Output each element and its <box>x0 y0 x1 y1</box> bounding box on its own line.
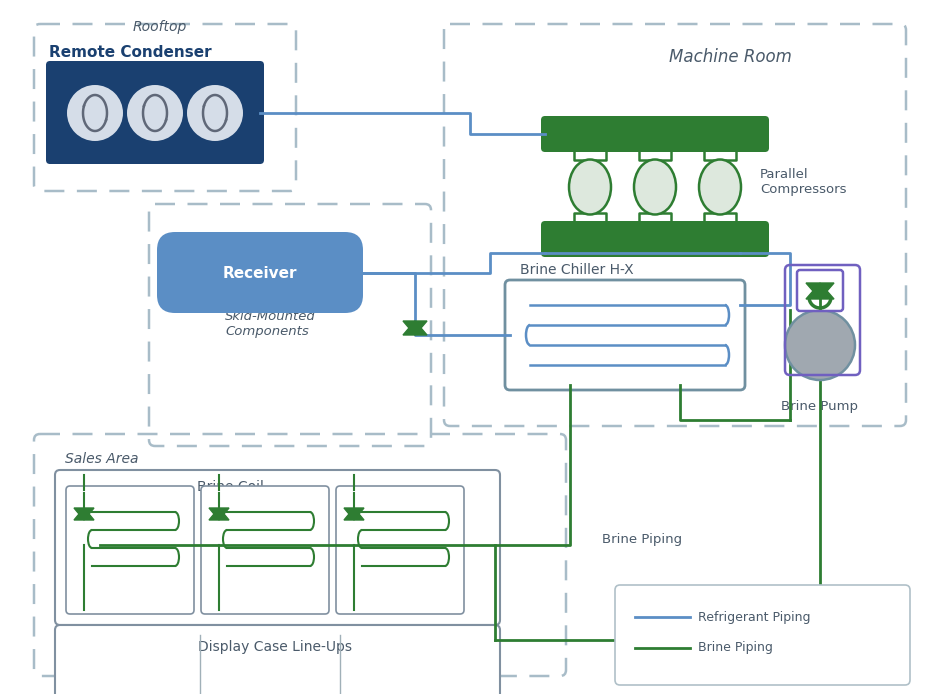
Text: Brine Pump: Brine Pump <box>781 400 858 413</box>
Polygon shape <box>344 508 364 520</box>
Polygon shape <box>209 508 229 520</box>
Circle shape <box>67 85 123 141</box>
FancyBboxPatch shape <box>336 486 464 614</box>
FancyBboxPatch shape <box>541 116 769 152</box>
FancyBboxPatch shape <box>541 221 769 257</box>
Text: Receiver: Receiver <box>222 266 298 281</box>
Text: Brine Chiller H-X: Brine Chiller H-X <box>520 263 634 277</box>
Ellipse shape <box>634 160 676 214</box>
FancyBboxPatch shape <box>505 280 745 390</box>
Circle shape <box>127 85 183 141</box>
Polygon shape <box>74 508 94 520</box>
Text: Sales Area: Sales Area <box>65 452 138 466</box>
Circle shape <box>187 85 243 141</box>
Text: Remote Condenser: Remote Condenser <box>49 45 211 60</box>
Ellipse shape <box>699 160 741 214</box>
Text: Parallel
Compressors: Parallel Compressors <box>760 168 846 196</box>
Text: Skid-Mounted
Components: Skid-Mounted Components <box>225 310 316 338</box>
FancyBboxPatch shape <box>55 625 500 694</box>
Text: Brine Piping: Brine Piping <box>698 641 773 654</box>
Text: Brine Piping: Brine Piping <box>602 534 682 546</box>
FancyBboxPatch shape <box>46 61 264 164</box>
Text: Rooftop: Rooftop <box>133 20 187 34</box>
FancyBboxPatch shape <box>157 232 363 313</box>
Text: Display Case Line-Ups: Display Case Line-Ups <box>198 640 352 654</box>
FancyBboxPatch shape <box>797 270 843 311</box>
Circle shape <box>785 310 855 380</box>
Text: Machine Room: Machine Room <box>668 48 792 66</box>
FancyBboxPatch shape <box>201 486 329 614</box>
Text: Refrigerant Piping: Refrigerant Piping <box>698 611 810 623</box>
Polygon shape <box>209 508 229 520</box>
FancyBboxPatch shape <box>66 486 194 614</box>
FancyBboxPatch shape <box>55 470 500 625</box>
Text: Brine Coil: Brine Coil <box>197 480 263 494</box>
Polygon shape <box>344 508 364 520</box>
Polygon shape <box>74 508 94 520</box>
FancyBboxPatch shape <box>615 585 910 685</box>
Polygon shape <box>806 283 834 299</box>
Ellipse shape <box>569 160 611 214</box>
Polygon shape <box>806 283 834 299</box>
Polygon shape <box>403 321 427 335</box>
Polygon shape <box>403 321 427 335</box>
